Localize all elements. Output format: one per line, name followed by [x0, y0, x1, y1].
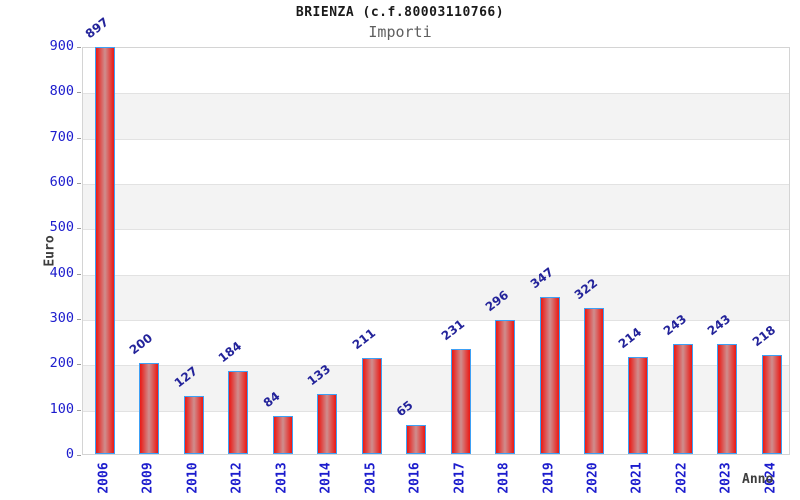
gridline: [83, 274, 789, 276]
bar: [450, 349, 471, 454]
y-tick-mark: [77, 137, 81, 139]
bar: [406, 424, 427, 454]
y-tick-label: 100: [49, 400, 74, 417]
chart-subtitle: Importi: [368, 23, 432, 41]
bar: [95, 47, 115, 454]
bar: [272, 415, 293, 454]
y-tick-label: 400: [49, 264, 74, 281]
gridline: [83, 365, 789, 367]
bar: [317, 393, 338, 454]
x-tick-label: 2020: [585, 462, 601, 494]
bar: [672, 343, 693, 454]
x-tick-label: 2015: [363, 462, 379, 494]
x-axis-title: Anno: [742, 472, 774, 487]
x-tick-label: 2013: [274, 462, 290, 494]
bar: [183, 396, 204, 454]
bar: [139, 363, 160, 454]
gridline: [83, 184, 789, 185]
x-tick-label: 2012: [229, 462, 245, 494]
x-tick-label: 2021: [629, 462, 645, 494]
y-tick-mark: [77, 273, 81, 275]
band: [83, 93, 789, 139]
y-tick-mark: [77, 228, 81, 230]
x-tick-label: 2016: [407, 462, 423, 494]
band: [83, 274, 789, 320]
x-tick-label: 2018: [496, 462, 512, 494]
y-axis-title: Euro: [42, 235, 58, 267]
x-tick-label: 2017: [452, 462, 468, 494]
y-tick-label: 500: [49, 219, 74, 236]
gridline: [83, 138, 789, 140]
band: [83, 184, 789, 230]
y-tick-mark: [77, 92, 81, 94]
bar: [495, 319, 516, 454]
x-tick-label: 2022: [674, 462, 690, 494]
chart-title: BRIENZA (c.f.80003110766): [295, 5, 505, 20]
bar: [628, 357, 649, 454]
bar: [539, 296, 560, 454]
y-tick-label: 800: [49, 83, 74, 100]
y-tick-label: 900: [49, 38, 74, 54]
bar: [361, 358, 382, 454]
gridline: [83, 410, 789, 412]
gridline: [83, 93, 789, 95]
x-tick-label: 2014: [318, 462, 334, 494]
bar: [717, 343, 738, 454]
y-tick-mark: [77, 364, 81, 366]
x-tick-label: 2019: [541, 462, 556, 494]
bar: [228, 370, 249, 454]
x-tick-label: 2023: [718, 462, 734, 494]
bar: [761, 355, 782, 454]
y-tick-label: 600: [49, 174, 74, 190]
bar: [583, 308, 604, 454]
x-tick-label: 2009: [140, 462, 156, 494]
x-tick-label: 2010: [185, 462, 201, 494]
x-tick-label: 2006: [96, 462, 112, 494]
y-tick-mark: [77, 319, 81, 320]
y-tick-mark: [77, 47, 81, 48]
y-tick-label: 0: [65, 446, 74, 462]
y-tick-mark: [77, 409, 81, 411]
y-tick-mark: [77, 183, 81, 184]
gridline: [83, 320, 789, 321]
y-tick-label: 700: [49, 128, 74, 145]
y-tick-label: 300: [49, 310, 74, 326]
y-tick-label: 200: [49, 355, 74, 372]
gridline: [83, 229, 789, 231]
plot-area: [82, 47, 790, 455]
y-tick-mark: [77, 455, 81, 456]
